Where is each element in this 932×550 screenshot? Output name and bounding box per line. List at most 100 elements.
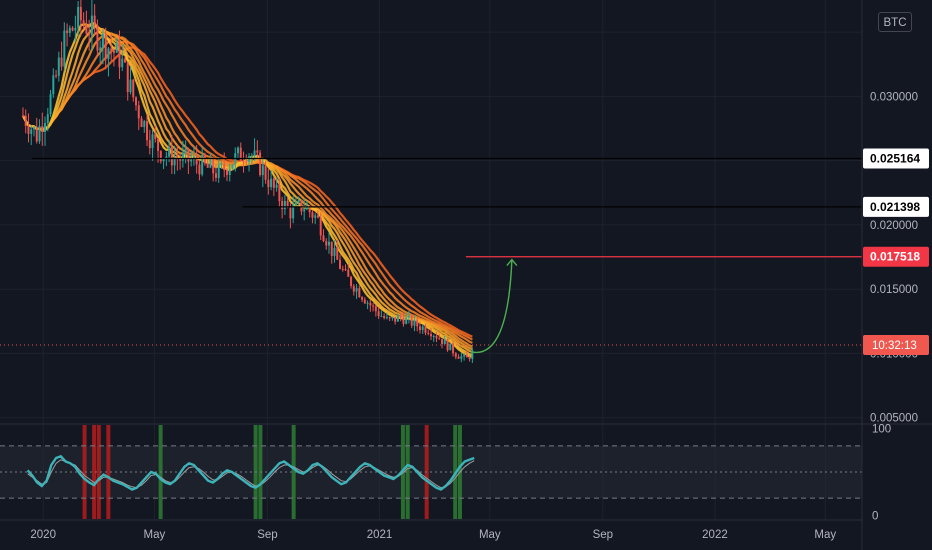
candle-body xyxy=(361,297,364,300)
candle-body xyxy=(46,114,49,124)
time-tick-label: Sep xyxy=(257,529,277,541)
candle-body xyxy=(270,178,273,188)
oscillator-bull-bar xyxy=(405,425,410,519)
candle-body xyxy=(372,305,375,307)
candle-body xyxy=(90,15,93,36)
candle-body xyxy=(201,154,204,175)
candle-body xyxy=(460,356,463,359)
candle-body xyxy=(352,285,355,292)
candle-body xyxy=(300,200,303,212)
candle-body xyxy=(272,178,275,188)
candle-body xyxy=(374,306,377,312)
candle-body xyxy=(88,33,91,36)
candle-body xyxy=(377,311,380,317)
candle-body xyxy=(452,343,455,354)
candle-body xyxy=(107,48,110,60)
forecast-arrow[interactable] xyxy=(472,258,518,354)
horizontal-levels[interactable] xyxy=(0,157,862,346)
candle-body xyxy=(135,97,138,106)
price-tag-label: 0.025164 xyxy=(870,151,920,165)
candle-body xyxy=(297,200,300,203)
candle-body xyxy=(68,27,71,33)
candle-body xyxy=(432,335,435,337)
candle-body xyxy=(407,315,410,318)
currency-badge[interactable]: BTC xyxy=(878,12,912,32)
candle-body xyxy=(330,241,333,256)
candle-body xyxy=(416,319,419,327)
candle-body xyxy=(399,315,402,318)
candle-body xyxy=(195,156,198,165)
candle-body xyxy=(168,146,171,157)
candle-body xyxy=(159,151,162,162)
candle-body xyxy=(220,163,223,165)
oscillator-bear-bar xyxy=(82,425,87,519)
candle-body xyxy=(256,150,259,153)
oscillator-axis: 0 100 xyxy=(872,423,891,522)
candle-body xyxy=(157,138,160,152)
price-tag-label: 0.021398 xyxy=(870,200,920,214)
candle-body xyxy=(261,165,264,176)
candle-body xyxy=(49,94,52,115)
candle-body xyxy=(396,315,399,322)
candle-body xyxy=(132,79,135,98)
price-tag-box xyxy=(863,246,929,267)
candle-body xyxy=(316,215,319,218)
time-tick-label: May xyxy=(814,529,836,541)
candle-body xyxy=(385,317,388,319)
candle-body xyxy=(327,241,330,246)
candle-body xyxy=(446,339,449,351)
candle-body xyxy=(214,173,217,178)
candle-body xyxy=(96,25,99,51)
candle-body xyxy=(303,209,306,212)
candle-body xyxy=(101,33,104,48)
candle-body xyxy=(275,184,278,188)
oscillator-bear-bar xyxy=(92,425,97,519)
candle-body xyxy=(333,247,336,256)
candle-body xyxy=(471,350,474,360)
candle-body xyxy=(438,338,441,340)
candle-body xyxy=(184,148,187,153)
candle-body xyxy=(391,317,394,319)
oscillator-bull-bar xyxy=(291,425,296,519)
time-tick-label: 2022 xyxy=(702,529,728,541)
candle-body xyxy=(181,152,184,161)
candle-body xyxy=(129,79,132,93)
candle-body xyxy=(344,269,347,271)
forecast-arrow-head[interactable] xyxy=(506,258,518,266)
candle-body xyxy=(52,75,55,95)
price-tick-label: 0.005000 xyxy=(870,413,918,425)
candle-body xyxy=(21,115,24,117)
candle-body xyxy=(283,200,286,210)
candle-body xyxy=(115,42,118,53)
candle-body xyxy=(394,317,397,322)
candle-body xyxy=(242,161,245,163)
candle-body xyxy=(66,30,69,33)
price-tag-label: 0.017518 xyxy=(870,250,920,264)
candle-body xyxy=(137,105,140,119)
time-axis[interactable]: 2020 May Sep 2021 May Sep 2022 May xyxy=(30,529,836,541)
candle-body xyxy=(74,28,77,31)
forecast-arrow-curve[interactable] xyxy=(472,259,513,354)
candle-body xyxy=(93,15,96,26)
candle-body xyxy=(388,317,391,319)
candle-body xyxy=(245,161,248,163)
price-axis-tags: 0.025164 0.021398 0.017518 10:32:13 xyxy=(863,148,929,355)
candle-body xyxy=(363,299,366,304)
candle-body xyxy=(253,150,256,157)
candle-body xyxy=(325,241,328,246)
candle-body xyxy=(292,205,295,219)
main-pane-grid xyxy=(0,0,862,424)
candle-body xyxy=(60,57,63,67)
candle-body xyxy=(209,159,212,168)
candle-body xyxy=(358,288,361,298)
candle-body xyxy=(311,212,314,218)
candle-body xyxy=(24,115,27,126)
candle-body xyxy=(369,302,372,306)
candle-body xyxy=(468,357,471,360)
candle-body xyxy=(110,48,113,51)
candle-body xyxy=(267,179,270,188)
candle-body xyxy=(38,126,41,142)
candle-body xyxy=(264,165,267,180)
candle-body xyxy=(77,7,80,29)
